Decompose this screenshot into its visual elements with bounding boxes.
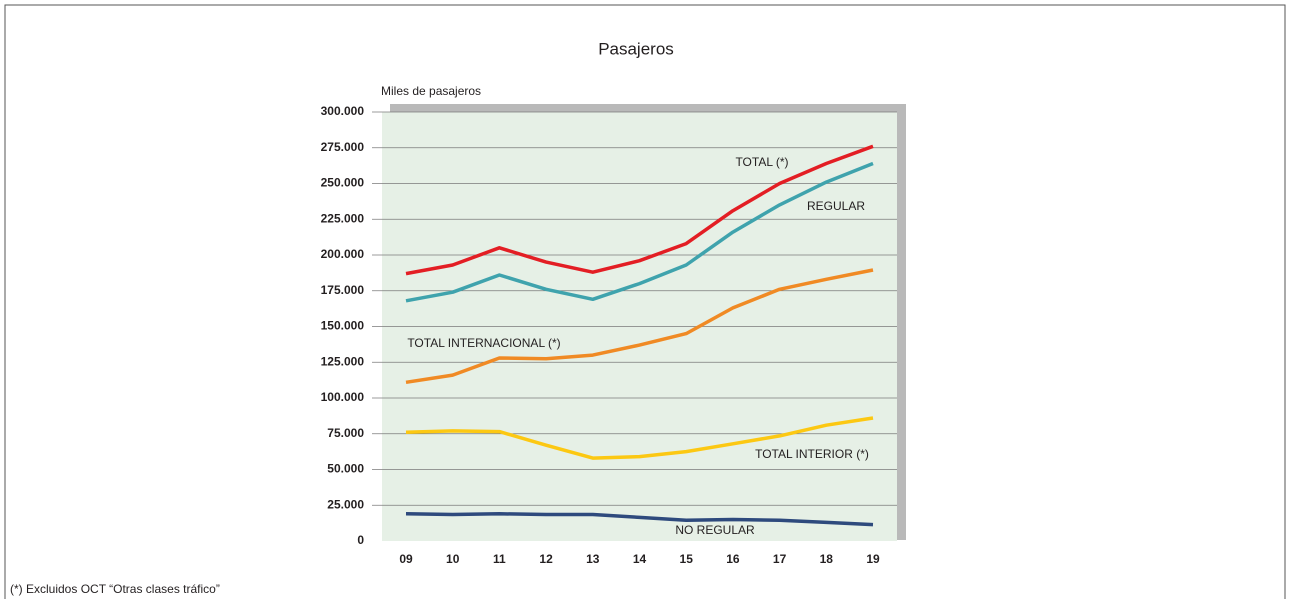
- x-tick-label: 16: [726, 552, 740, 566]
- series-line: [405, 144, 874, 276]
- y-tick-label: 150.000: [321, 319, 365, 333]
- y-axis-label: Miles de pasajeros: [381, 84, 481, 98]
- y-tick-label: 50.000: [327, 462, 364, 476]
- chart-title: Pasajeros: [598, 39, 674, 58]
- x-tick-label: 19: [866, 552, 880, 566]
- x-tick-label: 18: [820, 552, 834, 566]
- series-line: [405, 512, 874, 527]
- series-label: REGULAR: [807, 199, 865, 213]
- y-tick-label: 200.000: [321, 247, 365, 261]
- footnote: (*) Excluidos OCT “Otras clases tráfico”: [10, 582, 220, 596]
- series-label: TOTAL INTERNACIONAL (*): [407, 336, 560, 350]
- y-tick-label: 0: [357, 533, 364, 547]
- series-label: NO REGULAR: [675, 523, 755, 537]
- y-tick-label: 250.000: [321, 176, 365, 190]
- x-tick-label: 17: [773, 552, 787, 566]
- series-line: [405, 161, 874, 303]
- y-tick-label: 125.000: [321, 354, 365, 368]
- x-tick-label: 14: [633, 552, 647, 566]
- y-tick-label: 175.000: [321, 283, 365, 297]
- x-tick-label: 12: [539, 552, 553, 566]
- y-tick-label: 75.000: [327, 426, 364, 440]
- x-tick-label: 15: [680, 552, 694, 566]
- x-tick-label: 10: [446, 552, 460, 566]
- y-tick-label: 300.000: [321, 104, 365, 118]
- x-tick-label: 13: [586, 552, 600, 566]
- series-line: [405, 416, 874, 460]
- series-label: TOTAL INTERIOR (*): [755, 447, 869, 461]
- y-tick-label: 275.000: [321, 140, 365, 154]
- y-tick-label: 25.000: [327, 497, 364, 511]
- series-line: [405, 268, 874, 385]
- frame: [4, 4, 1286, 599]
- x-tick-label: 11: [493, 552, 506, 566]
- y-tick-label: 100.000: [321, 390, 365, 404]
- x-tick-label: 09: [399, 552, 413, 566]
- series-label: TOTAL (*): [735, 155, 788, 169]
- y-tick-label: 225.000: [321, 211, 365, 225]
